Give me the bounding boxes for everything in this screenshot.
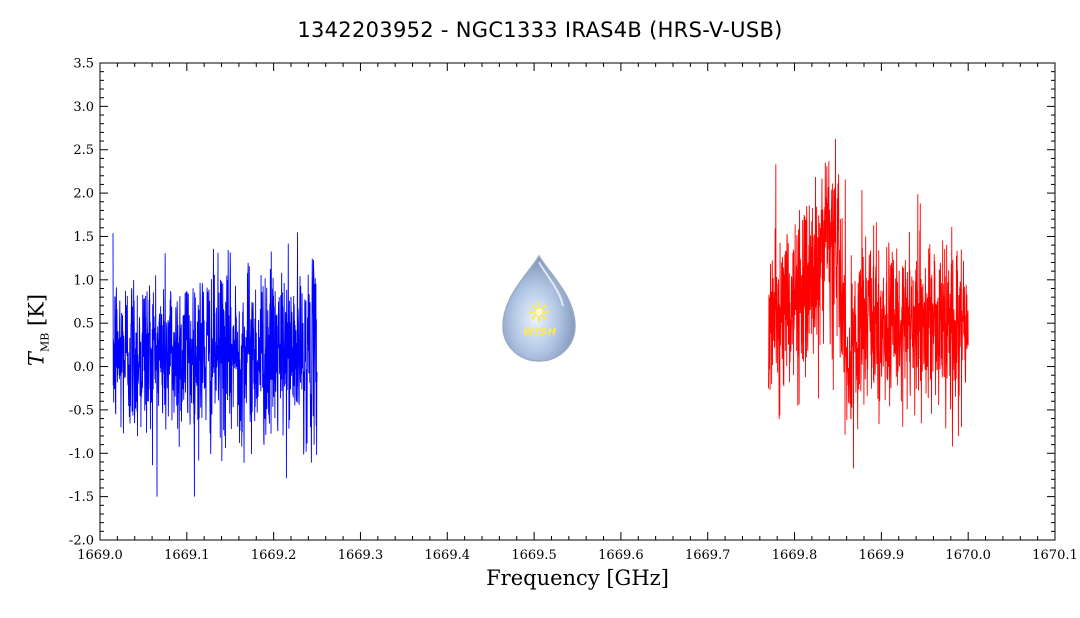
y-tick-label: -0.5 [69,403,94,418]
chart-title: 1342203952 - NGC1333 IRAS4B (HRS-V-USB) [297,18,783,42]
logo-text: WISH [523,327,557,338]
x-tick-label: 1669.5 [511,548,557,563]
x-tick-label: 1669.3 [338,548,384,563]
y-axis-ticks: -2.0 -1.5 -1.0 -0.5 0.0 0.5 1.0 1.5 2.0 2.5 3.0 3.5 [69,57,1055,549]
x-tick-label: 1669.0 [77,548,123,563]
x-tick-label: 1669.6 [598,548,644,563]
y-tick-label: 0.5 [73,317,94,332]
x-tick-label: 1670.0 [945,548,991,563]
y-tick-label: 0.0 [73,360,94,375]
y-tick-label: 3.0 [73,100,94,115]
x-tick-label: 1669.1 [164,548,210,563]
series-layer [112,139,969,497]
spectrum-series-1 [112,232,318,497]
star-icon [529,302,549,322]
y-tick-label: -1.0 [69,447,94,462]
spectrum-series-2 [768,139,969,469]
x-tick-label: 1669.2 [251,548,297,563]
x-axis-label: Frequency [GHz] [486,566,669,590]
x-tick-label: 1669.8 [772,548,818,563]
y-tick-label: 3.5 [73,57,94,72]
x-tick-label: 1670.1 [1032,548,1078,563]
y-tick-label: 1.5 [73,230,94,245]
y-tick-label: 1.0 [73,273,94,288]
x-tick-label: 1669.7 [685,548,731,563]
wish-logo: WISH [502,254,576,362]
y-tick-label: 2.0 [73,187,94,202]
y-tick-label: -1.5 [69,490,94,505]
x-tick-label: 1669.4 [425,548,471,563]
y-tick-label: 2.5 [73,143,94,158]
y-tick-label: -2.0 [69,534,94,549]
drop-highlight [538,261,564,307]
x-axis-ticks: 1669.0 1669.1 1669.2 1669.3 1669.4 1669.5 1669… [77,63,1078,563]
plot-frame [99,62,1056,541]
x-tick-label: 1669.9 [859,548,905,563]
